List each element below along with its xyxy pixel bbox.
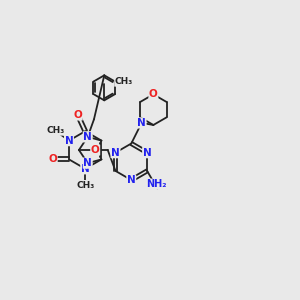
Text: N: N <box>143 148 152 158</box>
Text: O: O <box>149 89 158 99</box>
Text: N: N <box>127 175 136 185</box>
Text: O: O <box>91 145 100 155</box>
Text: N: N <box>137 118 146 128</box>
Text: CH₃: CH₃ <box>76 181 94 190</box>
Text: N: N <box>64 136 73 146</box>
Text: N: N <box>111 148 120 158</box>
Text: O: O <box>73 110 82 120</box>
Text: CH₃: CH₃ <box>46 126 64 135</box>
Text: NH₂: NH₂ <box>146 179 166 189</box>
Text: N: N <box>83 132 92 142</box>
Text: N: N <box>81 164 90 174</box>
Text: N: N <box>83 158 92 168</box>
Text: CH₃: CH₃ <box>115 77 133 86</box>
Text: O: O <box>48 154 57 164</box>
